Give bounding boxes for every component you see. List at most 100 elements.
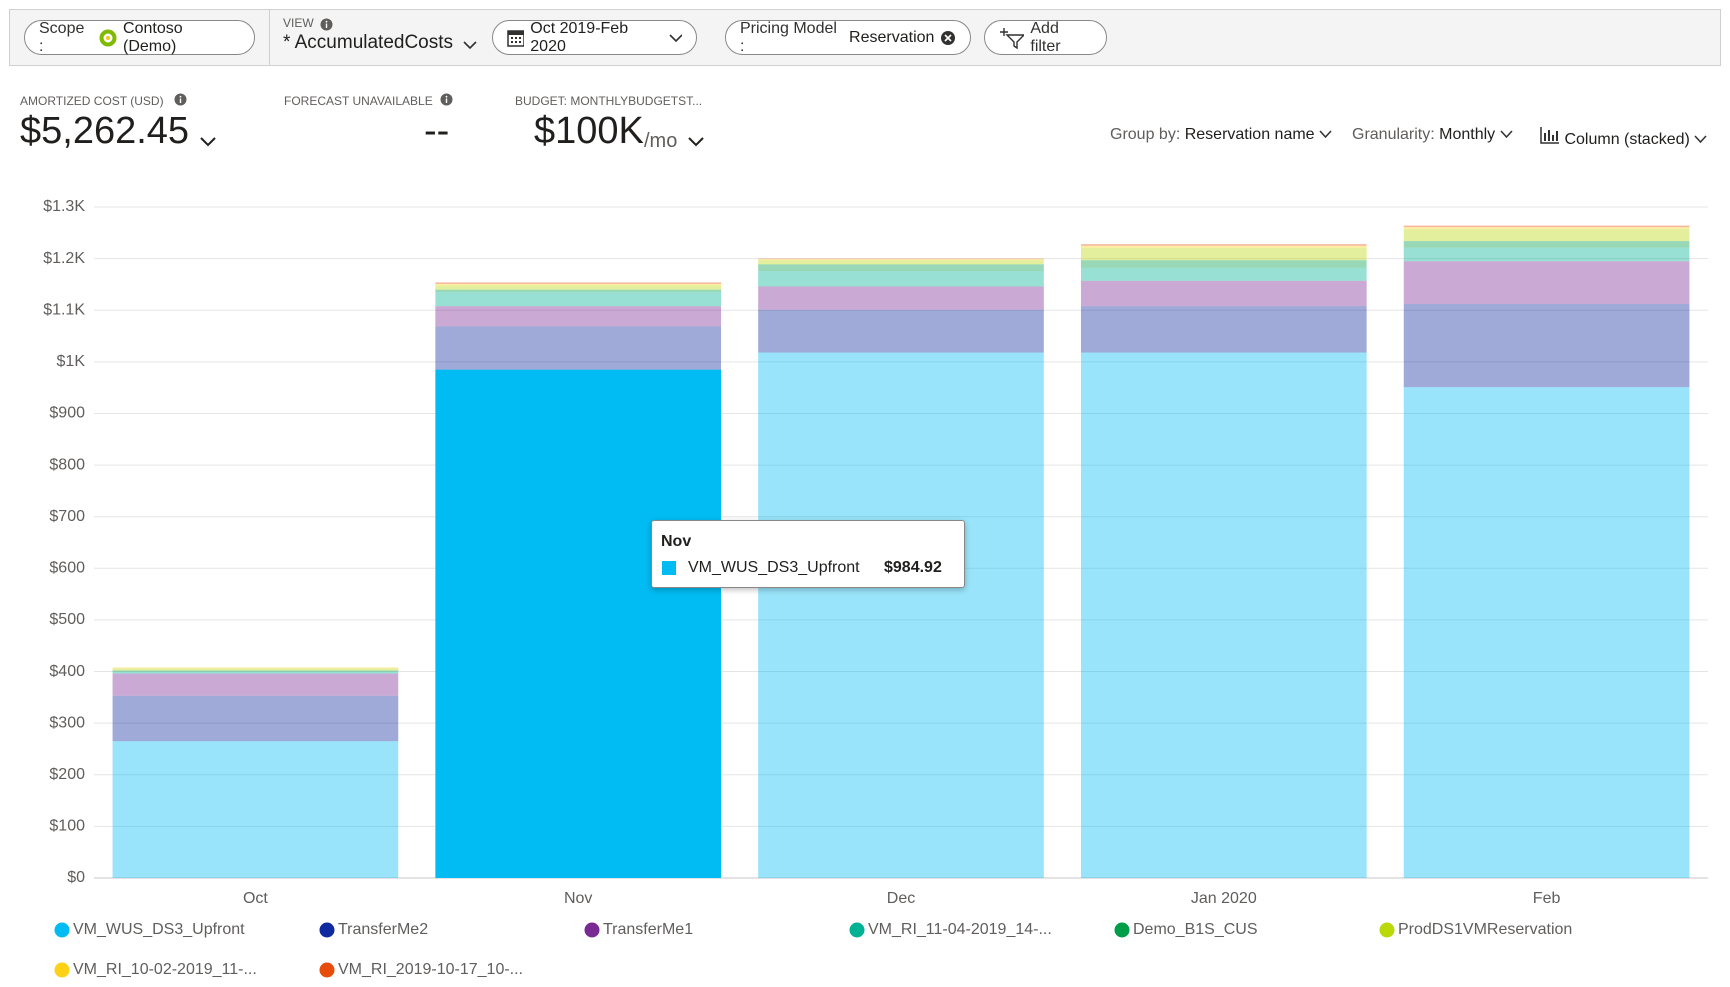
y-tick-label: $100 (49, 818, 85, 835)
bar-segment (1080, 280, 1367, 307)
separator (269, 10, 270, 65)
tooltip-swatch (662, 561, 676, 575)
kpi-label: FORECAST UNAVAILABLE (284, 94, 433, 108)
control-label: Group by: (1110, 126, 1181, 143)
legend-label: VM_RI_10-02-2019_11-... (73, 961, 257, 978)
calendar-icon (507, 29, 525, 47)
legend-swatch (1114, 922, 1130, 938)
bar-segment (758, 271, 1044, 287)
info-icon (320, 18, 333, 31)
bar-segment (435, 306, 722, 327)
filter-label: Pricing Model : (740, 19, 837, 55)
bar-segment (758, 258, 1044, 260)
y-tick-label: $400 (49, 663, 85, 680)
add-filter-button[interactable]: Add filter (984, 20, 1107, 55)
info-icon (440, 93, 453, 106)
chart-type-icon (1540, 127, 1559, 144)
chevron (668, 33, 682, 42)
bar-segment (1080, 260, 1367, 268)
filter-icon (1000, 27, 1025, 49)
legend-label: TransferMe2 (338, 921, 428, 938)
y-tick-label: $700 (49, 508, 85, 525)
remove-filter-icon[interactable] (940, 30, 956, 46)
granularity-control[interactable]: Granularity: Monthly (1352, 126, 1513, 144)
legend-label: Demo_B1S_CUS (1133, 921, 1258, 938)
bar-segment (112, 668, 399, 671)
bar-segment (112, 695, 399, 742)
scope-icon (99, 29, 117, 46)
legend-swatch (849, 922, 865, 938)
control-label: Granularity: (1352, 126, 1435, 143)
kpi-label: BUDGET: MONTHLYBUDGETST... (515, 94, 703, 108)
bar-segment (1080, 267, 1367, 281)
view-value[interactable]: * AccumulatedCosts (283, 32, 454, 53)
legend-label: VM_RI_2019-10-17_10-... (338, 961, 523, 978)
y-tick-label: $500 (49, 611, 85, 628)
chevron (1694, 135, 1707, 144)
bar-segment (758, 286, 1044, 310)
tooltip-series: VM_WUS_DS3_Upfront (688, 559, 860, 576)
kpi-unit: /mo (644, 130, 678, 152)
legend-swatch (54, 962, 70, 978)
bar-segment (435, 282, 722, 284)
y-tick-label: $1.2K (43, 250, 85, 267)
control-value: Monthly (1439, 126, 1496, 143)
bar-segment (435, 326, 722, 370)
chevron[interactable] (200, 136, 216, 147)
bar-segment (758, 309, 1044, 353)
toolbar: Scope : Contoso (Demo) VIEW * Accumulate… (9, 9, 1721, 66)
x-tick-label: Dec (887, 890, 915, 907)
x-tick-label: Feb (1533, 890, 1561, 907)
x-tick-label: Oct (243, 890, 268, 907)
bar-segment (435, 289, 722, 293)
bar-segment (112, 741, 399, 878)
tooltip-value: $984.92 (884, 559, 942, 576)
bar-segment (1403, 247, 1690, 262)
y-tick-label: $200 (49, 766, 85, 783)
legend-label: VM_WUS_DS3_Upfront (73, 921, 245, 938)
legend-swatch (319, 962, 335, 978)
bar-segment (112, 670, 399, 672)
y-tick-label: $1.3K (43, 198, 85, 215)
y-tick-label: $900 (49, 405, 85, 422)
bar-segment (1403, 229, 1690, 242)
bar-segment (1403, 241, 1690, 248)
group-by-control[interactable]: Group by: Reservation name (1110, 126, 1332, 144)
bar-segment (758, 352, 1044, 878)
bar-segment (1403, 225, 1690, 228)
bar-segment (1080, 352, 1367, 878)
tooltip-title: Nov (661, 533, 692, 550)
bar-segment (1080, 306, 1367, 353)
bar-segment (435, 369, 722, 878)
legend-swatch (319, 922, 335, 938)
tooltip: Nov VM_WUS_DS3_Upfront $984.92 (651, 520, 965, 588)
control-value: Column (stacked) (1564, 131, 1690, 148)
x-tick-label: Jan 2020 (1191, 890, 1257, 907)
date-pill[interactable]: Oct 2019-Feb 2020 (492, 20, 697, 55)
bar-segment (1080, 244, 1367, 246)
view-label: VIEW (283, 16, 314, 30)
filter-pill[interactable]: Pricing Model : Reservation (725, 20, 971, 55)
chevron (463, 41, 477, 50)
bar-segment (435, 292, 722, 307)
legend-label: ProdDS1VMReservation (1398, 921, 1572, 938)
y-tick-label: $800 (49, 456, 85, 473)
bar-segment (1080, 245, 1367, 248)
bar-segment (1403, 387, 1690, 878)
chart-type-control[interactable]: Column (stacked) (1540, 126, 1707, 149)
x-tick-label: Nov (564, 890, 592, 907)
chevron[interactable] (688, 136, 704, 147)
scope-pill[interactable]: Scope : Contoso (Demo) (24, 20, 255, 55)
bar-segment (1403, 227, 1690, 230)
bar-segment (758, 259, 1044, 261)
y-tick-label: $300 (49, 714, 85, 731)
bar-segment (1403, 261, 1690, 305)
bar-segment (112, 671, 399, 674)
legend-swatch (1379, 922, 1395, 938)
kpi-value: $100K (534, 110, 644, 152)
legend-swatch (584, 922, 600, 938)
kpi-value: $5,262.45 (20, 110, 190, 152)
bar-segment (1403, 304, 1690, 388)
kpi-label: AMORTIZED COST (USD) (20, 94, 164, 108)
